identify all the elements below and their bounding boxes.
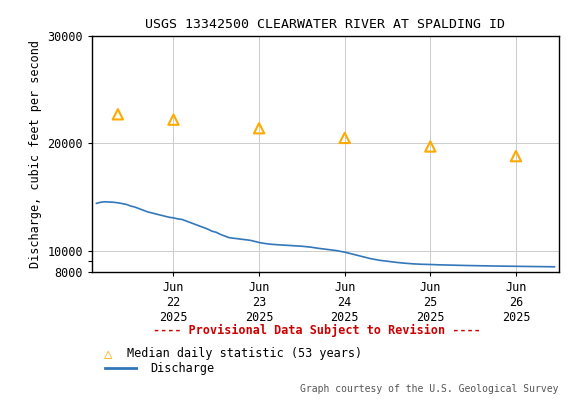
Point	[426, 143, 435, 150]
Text: Discharge: Discharge	[150, 362, 214, 375]
Title: USGS 13342500 CLEARWATER RIVER AT SPALDING ID: USGS 13342500 CLEARWATER RIVER AT SPALDI…	[146, 18, 506, 31]
Text: ---- Provisional Data Subject to Revision ----: ---- Provisional Data Subject to Revisio…	[153, 324, 481, 336]
Point	[255, 125, 264, 132]
Text: Median daily statistic (53 years): Median daily statistic (53 years)	[127, 348, 362, 360]
Text: △: △	[104, 347, 112, 361]
Point	[113, 111, 123, 118]
Point	[511, 153, 521, 159]
Point	[340, 135, 349, 141]
Text: Graph courtesy of the U.S. Geological Survey: Graph courtesy of the U.S. Geological Su…	[300, 384, 559, 394]
Point	[169, 116, 178, 123]
Y-axis label: Discharge, cubic feet per second: Discharge, cubic feet per second	[29, 40, 42, 268]
